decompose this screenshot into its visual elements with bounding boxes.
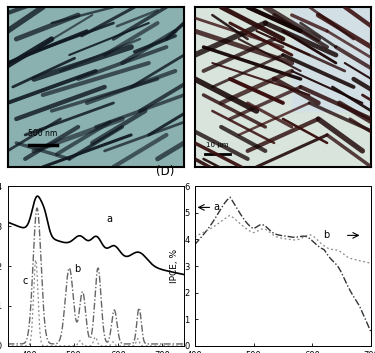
Text: a: a [213, 202, 219, 213]
Text: a: a [107, 214, 113, 224]
Text: b: b [323, 231, 329, 240]
Bar [292, 7, 371, 111]
Bar [292, 7, 371, 111]
Text: b: b [75, 264, 81, 274]
Text: c: c [22, 276, 27, 286]
Y-axis label: IPCE, %: IPCE, % [170, 249, 179, 283]
Text: 10 μm: 10 μm [206, 142, 229, 148]
Text: (D): (D) [156, 165, 174, 178]
Text: 500 nm: 500 nm [28, 129, 57, 138]
